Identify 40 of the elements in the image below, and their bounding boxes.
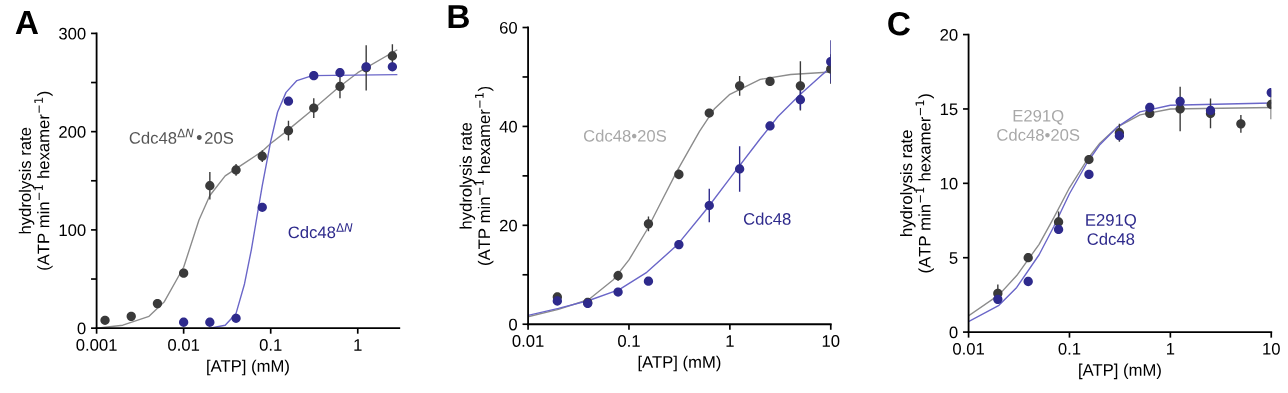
x-axis-title: [ATP] (mM) — [1079, 363, 1161, 380]
y-axis-title: hydrolysis rate (ATP min$^{−1}$ hexamer$^{−1}$) — [459, 86, 494, 265]
y-tick-label: 200 — [59, 126, 86, 138]
y-axis-title: hydrolysis rate (ATP min$^{−1}$ hexamer$^{−1}$) — [18, 91, 53, 270]
series-label: Cdc48$^{ΔN}$ — [288, 223, 353, 239]
x-tick-label: 1 — [1167, 343, 1175, 355]
x-tick-label: 0.1 — [618, 335, 640, 347]
y-tick-label: 10 — [940, 177, 958, 190]
x-tick-label: 0.001 — [76, 339, 117, 351]
y-tick-label: 5 — [949, 252, 958, 264]
y-tick-label: 60 — [499, 21, 518, 34]
y-tick-label: 0 — [77, 322, 86, 335]
x-tick-label: 1 — [354, 339, 362, 351]
series-label: Cdc48$^{ΔN}$•20S — [129, 128, 234, 144]
series-label: E291Q Cdc48•20S — [997, 109, 1080, 141]
y-tick-label: 15 — [940, 103, 958, 116]
y-tick-label: 20 — [499, 219, 518, 232]
y-tick-label: 0 — [509, 318, 518, 331]
x-tick-label: 0.01 — [512, 335, 544, 347]
x-tick-label: 10 — [822, 335, 840, 347]
chart-title: B — [448, 5, 469, 29]
x-tick-label: 0.1 — [1058, 342, 1081, 355]
y-tick-label: 40 — [499, 120, 518, 133]
y-tick-label: 20 — [940, 28, 958, 41]
chart-title: A — [15, 10, 39, 34]
x-tick-label: 10 — [1263, 342, 1280, 355]
series-label: Cdc48•20S — [583, 129, 667, 142]
y-axis-title: hydrolysis rate (ATP min$^{−1}$ hexamer$^{−1}$) — [900, 94, 934, 273]
series-label: E291Q Cdc48 — [1086, 214, 1136, 245]
y-tick-label: 0 — [949, 326, 958, 339]
x-axis-title: [ATP] (mM) — [638, 355, 721, 372]
chart-title: C — [888, 11, 911, 36]
y-tick-label: 300 — [59, 27, 86, 40]
series-label: Cdc48 — [743, 212, 791, 225]
x-tick-label: 0.01 — [953, 342, 984, 355]
x-axis-title: [ATP] (mM) — [207, 359, 289, 376]
y-tick-label: 100 — [59, 224, 86, 237]
x-tick-label: 0.01 — [168, 339, 200, 351]
x-tick-label: 0.1 — [259, 339, 282, 351]
x-tick-label: 1 — [726, 335, 734, 347]
